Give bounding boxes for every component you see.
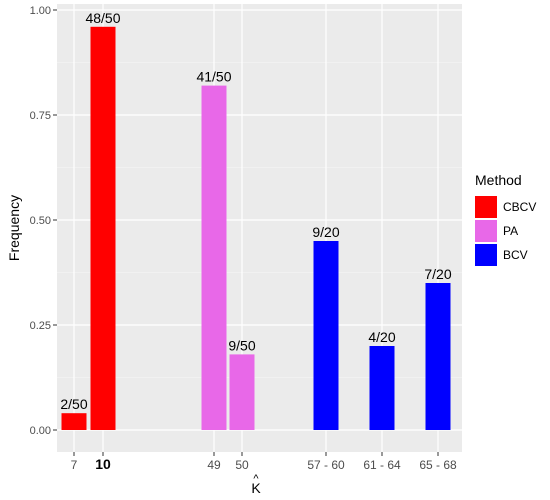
plot-panel [57,4,462,452]
x-tick-label: 57 - 60 [307,458,345,472]
x-axis-title-hat: ^ [253,473,259,485]
bar-value-label: 7/20 [424,266,451,282]
legend-swatch-pa [475,220,497,242]
bar-value-label: 4/20 [368,329,395,345]
legend-swatch-cbcv [475,196,497,218]
bar-labels: 2/50 48/50 41/50 9/50 9/20 4/20 7/20 [60,10,451,412]
x-tick-label: 49 [207,458,221,472]
x-tick-label: 61 - 64 [363,458,401,472]
legend-label-bcv: BCV [503,248,528,262]
y-axis-title: Frequency [6,195,22,261]
y-tick-label: 1.00 [30,5,51,17]
x-tick-label: 65 - 68 [419,458,457,472]
legend-label-pa: PA [503,224,518,238]
legend-items: CBCV PA BCV [475,196,536,266]
legend-title: Method [475,172,522,188]
y-tick-label: 0.00 [30,425,51,437]
x-axis-title: K [251,480,261,496]
bar-57-60 [313,241,339,430]
bar-65-68 [425,283,451,430]
bar-value-label: 48/50 [85,10,120,26]
y-axis-ticks: 0.00 0.25 0.50 0.75 1.00 [30,5,57,437]
legend: Method CBCV PA BCV [475,172,536,266]
x-tick-label: 50 [235,458,249,472]
bar-value-label: 9/20 [312,224,339,240]
bar-value-label: 2/50 [60,396,87,412]
bar-value-label: 41/50 [196,69,231,85]
bars [61,26,451,431]
legend-swatch-bcv [475,244,497,266]
legend-label-cbcv: CBCV [503,200,536,214]
bar-10 [90,26,116,431]
y-tick-label: 0.75 [30,110,51,122]
bar-7 [61,413,87,430]
y-tick-label: 0.50 [30,215,51,227]
bar-value-label: 9/50 [228,337,255,353]
bar-61-64 [369,346,395,430]
bar-49 [201,85,227,430]
x-axis-ticks: 7 10 49 50 57 - 60 61 - 64 65 - 68 [71,452,457,472]
y-tick-label: 0.25 [30,320,51,332]
bar-50 [229,354,255,430]
x-tick-label: 7 [71,458,78,472]
x-tick-label: 10 [95,456,111,472]
